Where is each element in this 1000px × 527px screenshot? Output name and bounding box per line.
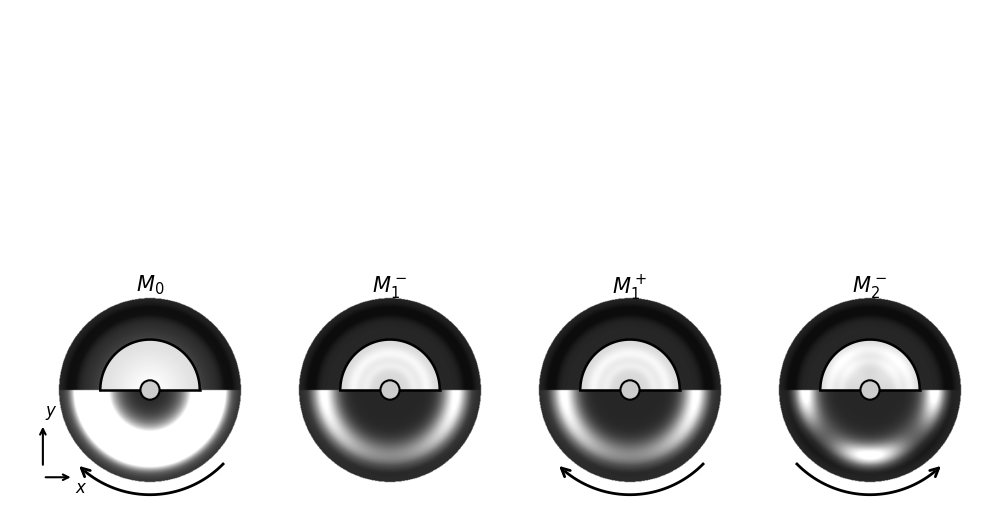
Circle shape <box>140 380 160 399</box>
Text: $x$: $x$ <box>75 479 88 497</box>
Circle shape <box>380 380 400 399</box>
Text: $M_0$: $M_0$ <box>136 274 164 297</box>
Text: $M_2^-$: $M_2^-$ <box>852 274 888 300</box>
Circle shape <box>620 380 640 399</box>
Text: $M_1^-$: $M_1^-$ <box>372 274 408 300</box>
Text: $y$: $y$ <box>45 404 57 422</box>
Circle shape <box>860 380 880 399</box>
Text: $M_1^+$: $M_1^+$ <box>612 274 648 303</box>
